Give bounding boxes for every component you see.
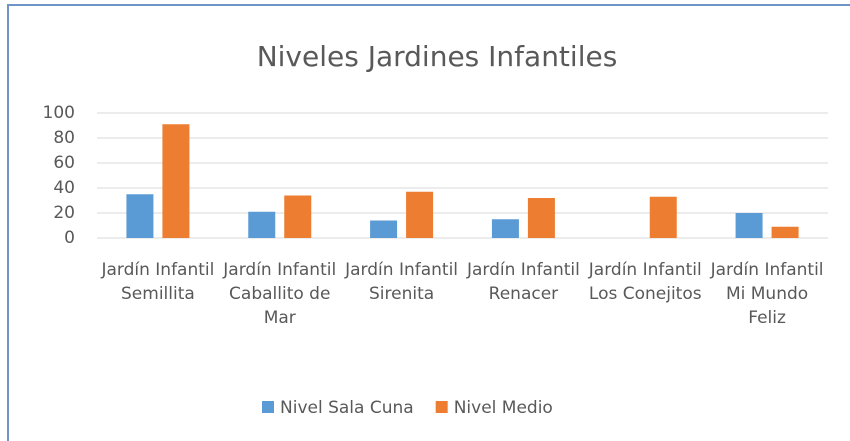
bar	[162, 124, 190, 238]
legend-label: Nivel Medio	[454, 398, 553, 418]
bar	[126, 194, 154, 238]
y-tick-label: 20	[53, 203, 75, 223]
bar	[370, 220, 398, 238]
bar	[771, 226, 799, 238]
x-tick-label-line: Mi Mundo	[726, 284, 808, 304]
x-tick-label-line: Jardín Infantil	[100, 260, 214, 280]
legend-label: Nivel Sala Cuna	[280, 398, 414, 418]
x-tick-label-line: Jardín Infantil	[222, 260, 336, 280]
x-tick-label-line: Jardín Infantil	[466, 260, 580, 280]
x-tick-label: Jardín Infantil Renacer	[466, 260, 580, 304]
legend-swatch	[435, 401, 448, 413]
bar	[248, 211, 276, 238]
bar	[527, 198, 555, 238]
chart-title: Niveles Jardines Infantiles	[257, 40, 618, 73]
x-tick-label-line: Caballito de	[229, 284, 330, 304]
bar	[491, 219, 519, 238]
x-tick-label-line: Mar	[264, 308, 296, 328]
x-tick-label-line: Feliz	[748, 308, 786, 328]
y-tick-label: 80	[53, 128, 75, 148]
y-tick-label: 40	[53, 178, 75, 198]
x-tick-label-line: Renacer	[489, 284, 559, 304]
frame	[7, 4, 850, 441]
legend-swatch	[262, 401, 274, 413]
x-tick-label-line: Los Conejitos	[589, 284, 702, 304]
bar	[284, 195, 312, 238]
x-tick-label: Jardín Infantil Caballito de Mar	[222, 260, 336, 328]
bar	[735, 213, 763, 238]
x-tick-label-line: Jardín Infantil	[710, 260, 824, 280]
x-tick-label: Jardín Infantil Mi Mundo Feliz	[710, 260, 824, 328]
x-tick-label: Jardín Infantil Los Conejitos	[588, 260, 702, 304]
bar	[649, 196, 677, 238]
x-tick-label: Jardín Infantil Sirenita	[344, 260, 458, 304]
x-tick-label: Jardín Infantil Semillita	[100, 260, 214, 304]
x-tick-label-line: Jardín Infantil	[588, 260, 702, 280]
y-tick-label: 100	[43, 103, 75, 123]
x-tick-label-line: Jardín Infantil	[344, 260, 458, 280]
bar	[406, 191, 434, 238]
x-tick-label-line: Semillita	[121, 284, 195, 304]
y-tick-label: 60	[53, 153, 75, 173]
x-tick-label-line: Sirenita	[369, 284, 434, 304]
y-tick-label: 0	[64, 228, 75, 248]
